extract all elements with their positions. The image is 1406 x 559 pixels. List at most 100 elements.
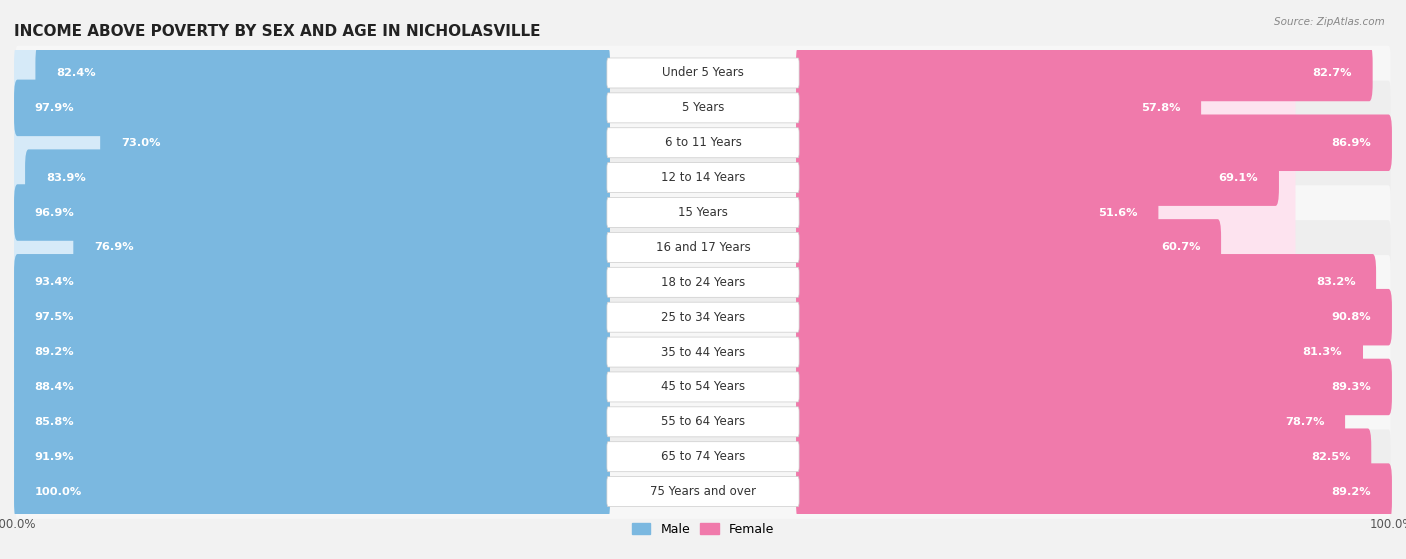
Text: 88.4%: 88.4% (35, 382, 75, 392)
FancyBboxPatch shape (607, 337, 799, 367)
Text: 93.4%: 93.4% (35, 277, 75, 287)
Text: 73.0%: 73.0% (121, 138, 160, 148)
FancyBboxPatch shape (14, 394, 610, 450)
FancyBboxPatch shape (15, 46, 1391, 100)
FancyBboxPatch shape (796, 254, 1376, 311)
FancyBboxPatch shape (14, 289, 610, 345)
FancyBboxPatch shape (14, 359, 610, 415)
FancyBboxPatch shape (14, 184, 610, 241)
FancyBboxPatch shape (14, 324, 610, 380)
Text: 18 to 24 Years: 18 to 24 Years (661, 276, 745, 289)
FancyBboxPatch shape (796, 324, 1295, 380)
FancyBboxPatch shape (607, 163, 799, 193)
FancyBboxPatch shape (73, 219, 610, 276)
FancyBboxPatch shape (607, 442, 799, 472)
Text: 89.3%: 89.3% (1331, 382, 1371, 392)
FancyBboxPatch shape (14, 184, 610, 241)
Text: 83.2%: 83.2% (1316, 277, 1355, 287)
Text: 35 to 44 Years: 35 to 44 Years (661, 345, 745, 358)
FancyBboxPatch shape (796, 149, 1279, 206)
Text: 55 to 64 Years: 55 to 64 Years (661, 415, 745, 428)
FancyBboxPatch shape (796, 463, 1295, 520)
FancyBboxPatch shape (14, 45, 610, 101)
Text: 82.5%: 82.5% (1312, 452, 1351, 462)
FancyBboxPatch shape (14, 219, 610, 276)
FancyBboxPatch shape (14, 115, 610, 171)
FancyBboxPatch shape (14, 254, 610, 311)
FancyBboxPatch shape (796, 463, 1392, 520)
Text: 96.9%: 96.9% (35, 207, 75, 217)
FancyBboxPatch shape (607, 197, 799, 228)
FancyBboxPatch shape (25, 149, 610, 206)
FancyBboxPatch shape (796, 184, 1295, 241)
FancyBboxPatch shape (607, 93, 799, 123)
Text: 90.8%: 90.8% (1331, 312, 1371, 322)
FancyBboxPatch shape (796, 184, 1159, 241)
FancyBboxPatch shape (796, 219, 1220, 276)
Text: 81.3%: 81.3% (1303, 347, 1343, 357)
FancyBboxPatch shape (796, 254, 1295, 311)
FancyBboxPatch shape (14, 79, 610, 136)
Text: 69.1%: 69.1% (1219, 173, 1258, 183)
Text: 97.9%: 97.9% (35, 103, 75, 113)
Text: 83.9%: 83.9% (46, 173, 86, 183)
FancyBboxPatch shape (14, 394, 610, 450)
Text: Under 5 Years: Under 5 Years (662, 67, 744, 79)
FancyBboxPatch shape (15, 186, 1391, 240)
Text: 100.0%: 100.0% (35, 486, 82, 496)
Text: 5 Years: 5 Years (682, 101, 724, 115)
FancyBboxPatch shape (100, 115, 610, 171)
Text: 15 Years: 15 Years (678, 206, 728, 219)
FancyBboxPatch shape (15, 80, 1391, 135)
Text: 65 to 74 Years: 65 to 74 Years (661, 450, 745, 463)
Text: 86.9%: 86.9% (1331, 138, 1371, 148)
FancyBboxPatch shape (796, 115, 1295, 171)
FancyBboxPatch shape (607, 372, 799, 402)
Text: 51.6%: 51.6% (1098, 207, 1137, 217)
Text: 91.9%: 91.9% (35, 452, 75, 462)
FancyBboxPatch shape (796, 79, 1201, 136)
FancyBboxPatch shape (14, 428, 610, 485)
FancyBboxPatch shape (14, 289, 610, 345)
FancyBboxPatch shape (796, 324, 1362, 380)
FancyBboxPatch shape (796, 359, 1295, 415)
Text: 82.4%: 82.4% (56, 68, 96, 78)
FancyBboxPatch shape (14, 254, 610, 311)
Text: 45 to 54 Years: 45 to 54 Years (661, 381, 745, 394)
FancyBboxPatch shape (15, 360, 1391, 414)
FancyBboxPatch shape (14, 359, 610, 415)
FancyBboxPatch shape (607, 128, 799, 158)
Text: 78.7%: 78.7% (1285, 417, 1324, 427)
FancyBboxPatch shape (607, 233, 799, 262)
FancyBboxPatch shape (14, 79, 610, 136)
Text: 82.7%: 82.7% (1312, 68, 1353, 78)
Legend: Male, Female: Male, Female (627, 518, 779, 541)
FancyBboxPatch shape (796, 45, 1372, 101)
FancyBboxPatch shape (15, 220, 1391, 274)
Text: 97.5%: 97.5% (35, 312, 75, 322)
FancyBboxPatch shape (796, 219, 1295, 276)
FancyBboxPatch shape (14, 428, 610, 485)
Text: 6 to 11 Years: 6 to 11 Years (665, 136, 741, 149)
FancyBboxPatch shape (796, 289, 1392, 345)
FancyBboxPatch shape (15, 429, 1391, 484)
Text: 25 to 34 Years: 25 to 34 Years (661, 311, 745, 324)
FancyBboxPatch shape (35, 45, 610, 101)
FancyBboxPatch shape (15, 325, 1391, 379)
Text: 75 Years and over: 75 Years and over (650, 485, 756, 498)
FancyBboxPatch shape (15, 395, 1391, 449)
FancyBboxPatch shape (796, 359, 1392, 415)
FancyBboxPatch shape (607, 267, 799, 297)
FancyBboxPatch shape (796, 45, 1295, 101)
FancyBboxPatch shape (15, 150, 1391, 205)
FancyBboxPatch shape (15, 290, 1391, 344)
Text: 57.8%: 57.8% (1140, 103, 1181, 113)
FancyBboxPatch shape (796, 289, 1295, 345)
Text: 89.2%: 89.2% (1331, 486, 1371, 496)
FancyBboxPatch shape (14, 463, 610, 520)
FancyBboxPatch shape (14, 324, 610, 380)
FancyBboxPatch shape (607, 58, 799, 88)
FancyBboxPatch shape (796, 79, 1295, 136)
FancyBboxPatch shape (796, 428, 1371, 485)
FancyBboxPatch shape (607, 302, 799, 332)
